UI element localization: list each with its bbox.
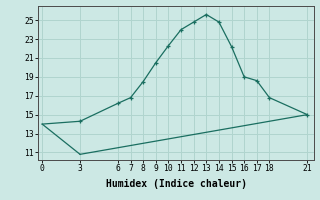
X-axis label: Humidex (Indice chaleur): Humidex (Indice chaleur) [106,179,246,189]
